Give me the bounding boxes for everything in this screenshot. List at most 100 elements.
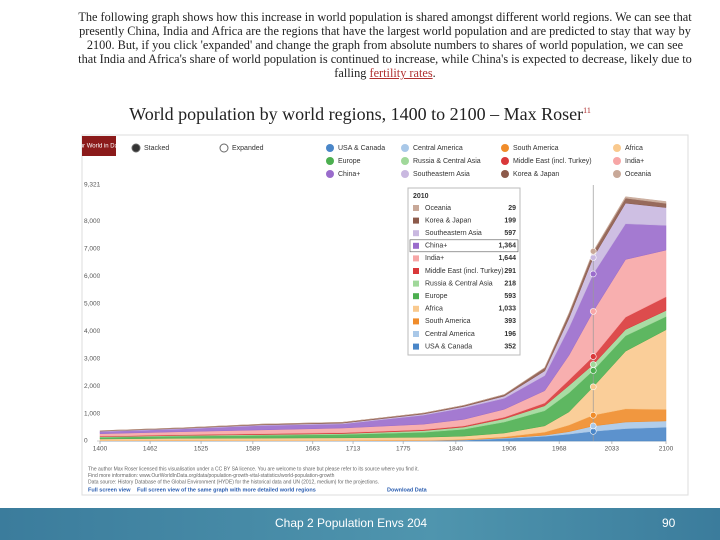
tooltip-value: 393 xyxy=(504,318,516,325)
hover-marker xyxy=(589,254,597,261)
chart-link[interactable]: Full screen view xyxy=(88,487,131,493)
heading-note: 11 xyxy=(583,106,591,115)
y-tick-label: 3,000 xyxy=(84,355,101,362)
hover-marker xyxy=(589,353,597,360)
tooltip-swatch xyxy=(413,230,419,237)
hover-marker xyxy=(589,247,597,255)
x-tick-label: 1906 xyxy=(502,446,517,453)
y-tick-label: 0 xyxy=(84,438,88,445)
area xyxy=(99,196,667,431)
chart-link[interactable]: Full screen view of the same graph with … xyxy=(137,487,316,493)
tooltip-name: Europe xyxy=(425,293,448,300)
page-number: 90 xyxy=(662,516,676,530)
mode-label: Expanded xyxy=(232,145,264,152)
tooltip-swatch xyxy=(413,293,419,300)
tooltip-box xyxy=(407,187,521,356)
x-tick-label: 2033 xyxy=(605,446,620,453)
x-tick-label: 1840 xyxy=(449,446,464,453)
tooltip-name: Oceania xyxy=(425,205,451,212)
tooltip-value: 1,644 xyxy=(498,255,516,262)
legend-swatch xyxy=(501,157,509,165)
tooltip-name: Middle East (incl. Turkey) xyxy=(425,268,504,275)
hover-marker xyxy=(589,270,597,278)
legend-label: Oceania xyxy=(625,171,651,178)
legend-swatch xyxy=(613,157,621,165)
mode-label: Stacked xyxy=(144,145,169,152)
legend-swatch xyxy=(326,157,334,165)
tooltip-name: Southeastern Asia xyxy=(425,230,482,237)
intro-paragraph: The following graph shows how this incre… xyxy=(78,10,692,80)
intro-end: . xyxy=(432,66,436,80)
heading-title: World population by world regions, 1400 … xyxy=(129,104,584,124)
source-line: Find more information: www.OurWorldInDat… xyxy=(88,473,335,479)
y-tick-label: 5,000 xyxy=(84,300,101,307)
legend-swatch xyxy=(501,144,509,152)
hover-marker xyxy=(589,367,597,374)
tooltip-name: Africa xyxy=(425,306,443,313)
intro-text: The following graph shows how this incre… xyxy=(78,10,692,80)
y-tick-label: 6,000 xyxy=(84,273,101,280)
y-tick-label: 2,000 xyxy=(84,383,101,390)
hover-marker xyxy=(589,361,597,368)
footer-text: Chap 2 Population Envs 204 xyxy=(275,516,428,530)
tooltip-swatch xyxy=(413,343,419,350)
x-tick-label: 1589 xyxy=(246,446,261,453)
tooltip-name: Russia & Central Asia xyxy=(425,280,493,287)
y-tick-label: 8,000 xyxy=(84,218,101,225)
hover-marker xyxy=(589,411,597,419)
tooltip-value: 29 xyxy=(508,205,516,212)
tooltip-name: South America xyxy=(425,318,471,325)
tooltip-highlight xyxy=(409,239,519,253)
tooltip-value: 196 xyxy=(504,331,516,338)
y-tick-label: 7,000 xyxy=(84,245,101,252)
tooltip-swatch xyxy=(413,280,419,287)
hover-marker xyxy=(589,422,597,430)
legend-label: China+ xyxy=(338,171,360,178)
x-tick-label: 1462 xyxy=(143,446,158,453)
mode-radio[interactable] xyxy=(219,143,229,153)
logo-box xyxy=(82,136,116,156)
legend-label: Africa xyxy=(625,145,643,152)
legend-swatch xyxy=(501,170,509,178)
chart-link[interactable]: Download Data xyxy=(387,487,428,493)
legend-label: Russia & Central Asia xyxy=(413,158,481,165)
x-tick-label: 2100 xyxy=(659,446,674,453)
legend-label: South America xyxy=(513,145,559,152)
source-line: The author Max Roser licensed this visua… xyxy=(88,466,419,472)
tooltip-swatch xyxy=(413,242,419,249)
tooltip-value: 597 xyxy=(504,230,516,237)
tooltip-swatch xyxy=(413,255,419,262)
tooltip-name: Central America xyxy=(425,331,475,338)
tooltip-swatch xyxy=(413,268,419,274)
tooltip-swatch xyxy=(413,331,419,337)
hover-marker xyxy=(589,308,597,315)
chart-heading: World population by world regions, 1400 … xyxy=(0,104,720,125)
tooltip-name: India+ xyxy=(425,255,444,262)
legend-label: Southeastern Asia xyxy=(413,171,470,178)
y-tick-label: 1,000 xyxy=(84,410,101,417)
tooltip-value: 352 xyxy=(504,343,516,350)
y-tick-label: 4,000 xyxy=(84,328,101,335)
x-tick-label: 1713 xyxy=(346,446,361,453)
tooltip-name: China+ xyxy=(425,243,447,250)
legend-swatch xyxy=(613,170,621,178)
legend-label: Central America xyxy=(413,145,463,152)
legend-swatch xyxy=(401,157,409,165)
x-tick-label: 1968 xyxy=(552,446,567,453)
x-tick-label: 1775 xyxy=(396,446,411,453)
legend-label: Middle East (incl. Turkey) xyxy=(513,158,592,165)
x-tick-label: 1663 xyxy=(305,446,320,453)
legend-swatch xyxy=(401,170,409,178)
footer-bar: Chap 2 Population Envs 204 90 xyxy=(0,508,720,540)
fertility-link[interactable]: fertility rates xyxy=(369,66,433,80)
legend-label: Europe xyxy=(338,158,361,165)
tooltip-value: 199 xyxy=(504,217,516,224)
legend-label: Korea & Japan xyxy=(513,171,559,178)
chart: Our World in Data Stacked Expanded USA & C… xyxy=(81,134,689,496)
hover-marker xyxy=(589,383,597,391)
x-tick-label: 1400 xyxy=(93,446,108,453)
tooltip-title: 2010 xyxy=(413,193,429,200)
mode-radio[interactable] xyxy=(131,143,141,153)
y-tick-label: 9,321 xyxy=(84,182,101,189)
